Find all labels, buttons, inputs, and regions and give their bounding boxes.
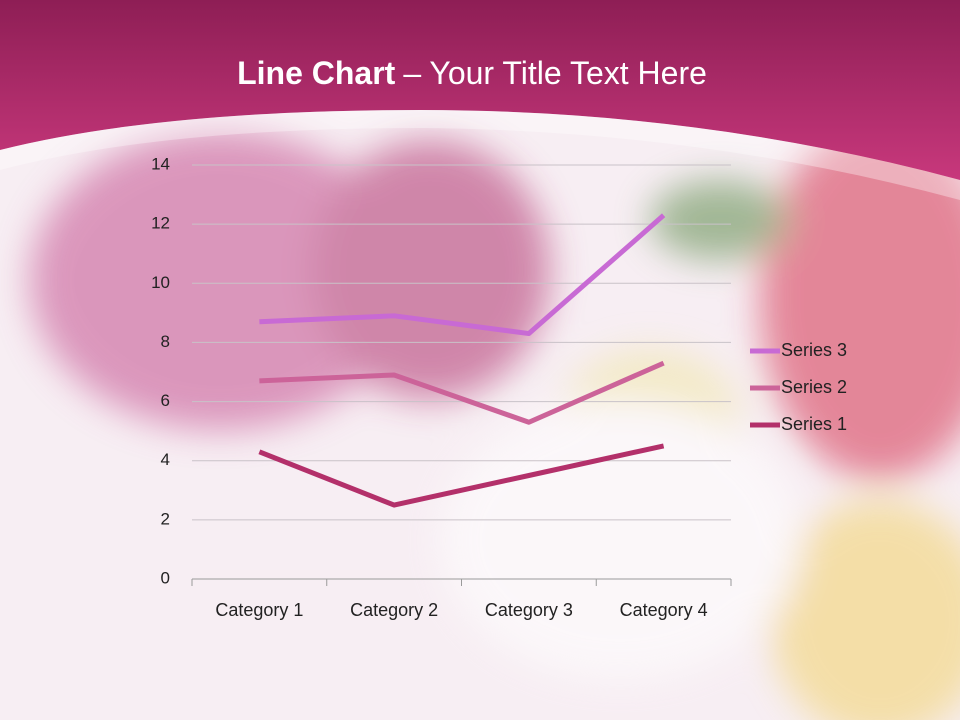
y-tick-label: 0 [161, 568, 170, 587]
y-tick-label: 6 [161, 391, 170, 410]
y-tick-label: 14 [151, 154, 170, 173]
legend-label: Series 2 [781, 377, 847, 397]
title-rest: – Your Title Text Here [403, 55, 707, 91]
x-tick-label: Category 4 [620, 600, 708, 620]
series-line [258, 443, 665, 508]
series-line [259, 360, 665, 425]
series-line [259, 213, 666, 337]
legend-label: Series 1 [781, 414, 847, 434]
y-tick-label: 10 [151, 273, 170, 292]
flower-decor [30, 120, 960, 725]
y-tick-label: 12 [151, 214, 170, 233]
y-tick-label: 2 [161, 509, 170, 528]
y-tick-label: 4 [161, 450, 170, 469]
slide-title: Line Chart – Your Title Text Here [237, 55, 707, 91]
header-curve [0, 110, 960, 200]
x-tick-label: Category 1 [215, 600, 303, 620]
x-tick-label: Category 2 [350, 600, 438, 620]
title-bold: Line Chart [237, 55, 396, 91]
header-band [0, 0, 960, 180]
legend-label: Series 3 [781, 340, 847, 360]
y-tick-label: 8 [161, 332, 170, 351]
x-tick-label: Category 3 [485, 600, 573, 620]
